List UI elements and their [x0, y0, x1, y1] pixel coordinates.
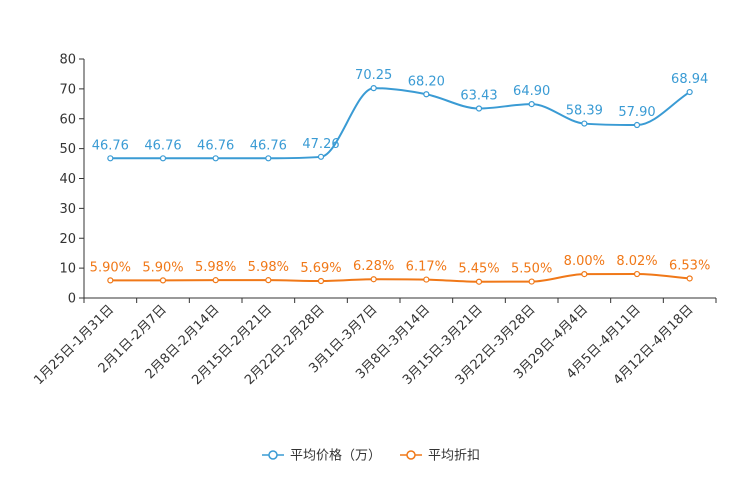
data-label: 46.76 — [144, 138, 181, 153]
legend-marker-icon — [406, 450, 416, 460]
data-label: 5.98% — [195, 260, 236, 275]
data-point[interactable] — [317, 277, 325, 285]
data-label: 5.69% — [300, 261, 341, 276]
data-point[interactable] — [633, 121, 641, 129]
data-label: 8.02% — [616, 254, 657, 269]
data-point[interactable] — [633, 270, 641, 278]
chart-series: 46.76 46.76 46.76 46.76 47.26 70.25 68.20 63.43… — [90, 68, 710, 285]
data-label: 47.26 — [302, 137, 339, 152]
data-label: 68.94 — [671, 72, 708, 87]
data-point[interactable] — [317, 153, 325, 160]
data-point[interactable] — [265, 155, 272, 162]
data-point[interactable] — [159, 155, 167, 162]
data-point[interactable] — [423, 276, 430, 283]
data-label: 58.39 — [566, 104, 603, 119]
data-point[interactable] — [475, 278, 483, 285]
data-label: 5.90% — [142, 260, 183, 275]
data-label: 5.98% — [248, 260, 289, 275]
data-point[interactable] — [528, 278, 535, 285]
y-tick-label: 80 — [59, 53, 76, 68]
legend-item-average-price[interactable]: 平均价格（万） — [262, 448, 381, 464]
y-tick-label: 0 — [68, 292, 76, 307]
data-point[interactable] — [370, 85, 377, 92]
data-label: 6.17% — [406, 260, 447, 275]
y-tick-label: 50 — [59, 142, 76, 157]
y-tick-label: 10 — [59, 262, 76, 277]
data-point[interactable] — [107, 277, 114, 284]
data-label: 63.43 — [460, 89, 497, 104]
y-tick-label: 30 — [59, 202, 76, 217]
legend-label: 平均折扣 — [428, 449, 480, 464]
data-point[interactable] — [686, 275, 693, 282]
data-point[interactable] — [581, 120, 588, 127]
series-line — [110, 273, 690, 283]
data-point[interactable] — [159, 277, 167, 284]
y-tick-label: 40 — [59, 172, 76, 187]
y-tick-label: 60 — [59, 112, 76, 127]
data-label: 46.76 — [250, 138, 287, 153]
data-point[interactable] — [212, 277, 219, 284]
data-label: 57.90 — [618, 105, 655, 120]
data-label: 64.90 — [513, 84, 550, 99]
data-point[interactable] — [265, 277, 272, 284]
data-label: 70.25 — [355, 68, 392, 83]
data-point[interactable] — [212, 155, 219, 162]
data-point[interactable] — [581, 271, 588, 278]
y-axis: 0 10 20 30 40 50 60 70 80 — [59, 53, 85, 307]
data-point[interactable] — [686, 88, 693, 96]
legend-label: 平均价格（万） — [290, 448, 381, 464]
series-average-price: 46.76 46.76 46.76 46.76 47.26 70.25 68.20 63.43… — [92, 68, 708, 162]
legend-marker-icon — [268, 450, 278, 460]
data-point[interactable] — [370, 276, 377, 283]
data-label: 5.45% — [458, 262, 499, 277]
data-point[interactable] — [423, 91, 430, 98]
chart-legend[interactable]: 平均价格（万） 平均折扣 — [262, 448, 480, 464]
data-label: 8.00% — [564, 254, 605, 269]
data-point[interactable] — [475, 105, 483, 112]
data-point[interactable] — [528, 101, 535, 108]
series-average-discount: 5.90% 5.90% 5.98% 5.98% 5.69% 6.28% 6.17% 5.45%… — [90, 254, 710, 285]
data-label: 5.90% — [90, 260, 131, 275]
data-label: 68.20 — [408, 74, 445, 89]
data-label: 6.28% — [353, 259, 394, 274]
data-label: 46.76 — [92, 138, 129, 153]
data-label: 5.50% — [511, 262, 552, 277]
y-tick-label: 20 — [59, 232, 76, 247]
data-point[interactable] — [107, 155, 114, 162]
data-label: 6.53% — [669, 258, 710, 273]
x-axis: 1月25日-1月31日2月1日-2月7日2月8日-2月14日2月15日-2月21… — [31, 297, 717, 388]
y-tick-label: 70 — [59, 82, 76, 97]
legend-item-average-discount[interactable]: 平均折扣 — [400, 449, 480, 464]
data-label: 46.76 — [197, 138, 234, 153]
